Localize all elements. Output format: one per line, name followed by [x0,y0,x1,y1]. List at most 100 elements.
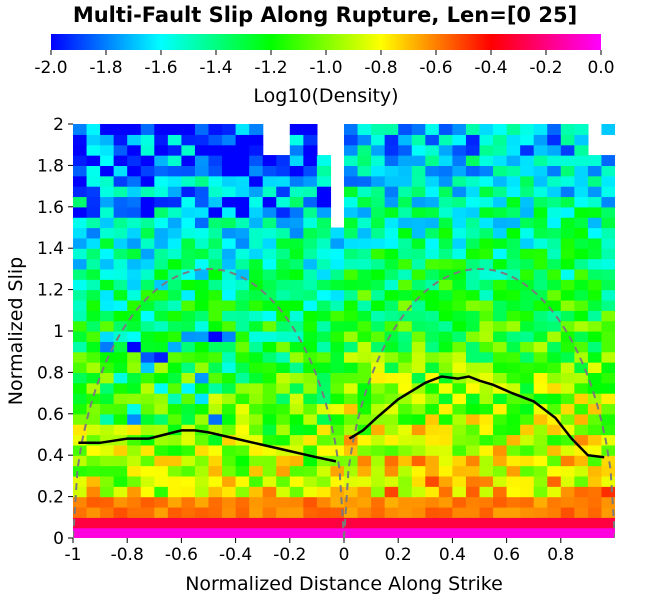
heatmap-cell [438,310,453,322]
heatmap-cell [140,186,155,198]
heatmap-cell [303,217,318,229]
heatmap-cell [100,465,115,477]
heatmap-cell [167,382,182,394]
heatmap-cell [398,444,413,456]
heatmap-cell [574,517,589,529]
heatmap-cell [208,320,223,332]
heatmap-cell [235,310,250,322]
heatmap-cell [452,206,467,218]
heatmap-cell [289,279,304,291]
heatmap-cell [452,289,467,301]
heatmap-cell [154,165,169,177]
heatmap-cell [276,165,291,177]
heatmap-cell [344,506,359,518]
heatmap-cell [465,382,481,394]
heatmap-cell [113,175,128,187]
heatmap-cell [154,413,169,425]
heatmap-cell [560,403,575,415]
heatmap-cell [479,227,494,239]
x-tick-label: -0.2 [273,545,306,565]
heatmap-cell [574,196,589,208]
heatmap-cell [276,341,291,353]
heatmap-cell [438,299,453,311]
heatmap-cell [452,413,467,425]
heatmap-cell [208,155,223,166]
heatmap-cell [73,134,88,146]
heatmap-cell [371,455,386,467]
heatmap-cell [127,279,142,291]
heatmap-cell [587,444,603,456]
heatmap-cell [506,320,521,332]
heatmap-cell [113,506,128,518]
heatmap-cell [289,217,304,229]
heatmap-cell [547,175,562,187]
heatmap-cell [73,268,88,280]
heatmap-cell [601,175,615,187]
heatmap-cell [194,517,210,529]
heatmap-cell [303,444,318,456]
heatmap-cell [100,486,115,498]
heatmap-cell [425,475,440,487]
heatmap-cell [100,496,115,508]
heatmap-cell [235,186,250,198]
heatmap-cell [289,465,304,477]
heatmap-cell [479,465,494,477]
heatmap-cell [520,175,535,187]
heatmap-cell [86,258,101,270]
heatmap-cell [479,124,494,135]
heatmap-cell [330,299,345,311]
heatmap-cell [276,299,291,311]
heatmap-cell [73,279,88,291]
heatmap-cell [411,413,426,425]
heatmap-cell [479,486,494,498]
heatmap-cell [127,465,142,477]
heatmap-cell [194,196,210,208]
heatmap-cell [587,237,603,249]
heatmap-cell [533,206,548,218]
heatmap-cell [425,424,440,436]
heatmap-cell [520,413,535,425]
heatmap-cell [425,331,440,342]
heatmap-cell [452,279,467,291]
heatmap-cell [560,310,575,322]
heatmap-cell [493,372,508,384]
heatmap-cell [262,175,277,187]
heatmap-cell [194,455,210,467]
heatmap-cell [601,299,615,311]
heatmap-cell [479,382,494,394]
heatmap-cell [465,486,481,498]
heatmap-cell [384,134,399,146]
heatmap-cell [601,196,615,208]
heatmap-cell [452,341,467,353]
heatmap-cell [100,217,115,229]
heatmap-cell [249,475,264,487]
heatmap-cell [438,455,453,467]
heatmap-cell [533,186,548,198]
heatmap-cell [113,237,128,249]
heatmap-cell [249,424,264,436]
heatmap-cell [100,393,115,405]
heatmap-cell [113,134,128,146]
heatmap-cell [194,227,210,239]
heatmap-cell [438,444,453,456]
heatmap-cell [506,362,521,373]
heatmap-cell [262,362,277,373]
heatmap-cell [587,248,603,260]
heatmap-cell [127,186,142,198]
heatmap-cell [425,155,440,166]
heatmap-cell [574,248,589,260]
heatmap-cell [425,320,440,332]
heatmap-cell [86,413,101,425]
heatmap-cell [276,413,291,425]
heatmap-cell [587,289,603,301]
heatmap-cell [100,165,115,177]
heatmap-cell [73,382,88,394]
heatmap-cell [560,393,575,405]
heatmap-cell [167,351,182,363]
heatmap-cell [384,475,399,487]
heatmap-cell [479,331,494,342]
heatmap-cell [357,465,372,477]
heatmap-cell [479,196,494,208]
heatmap-cell [452,227,467,239]
heatmap-cell [73,351,88,363]
